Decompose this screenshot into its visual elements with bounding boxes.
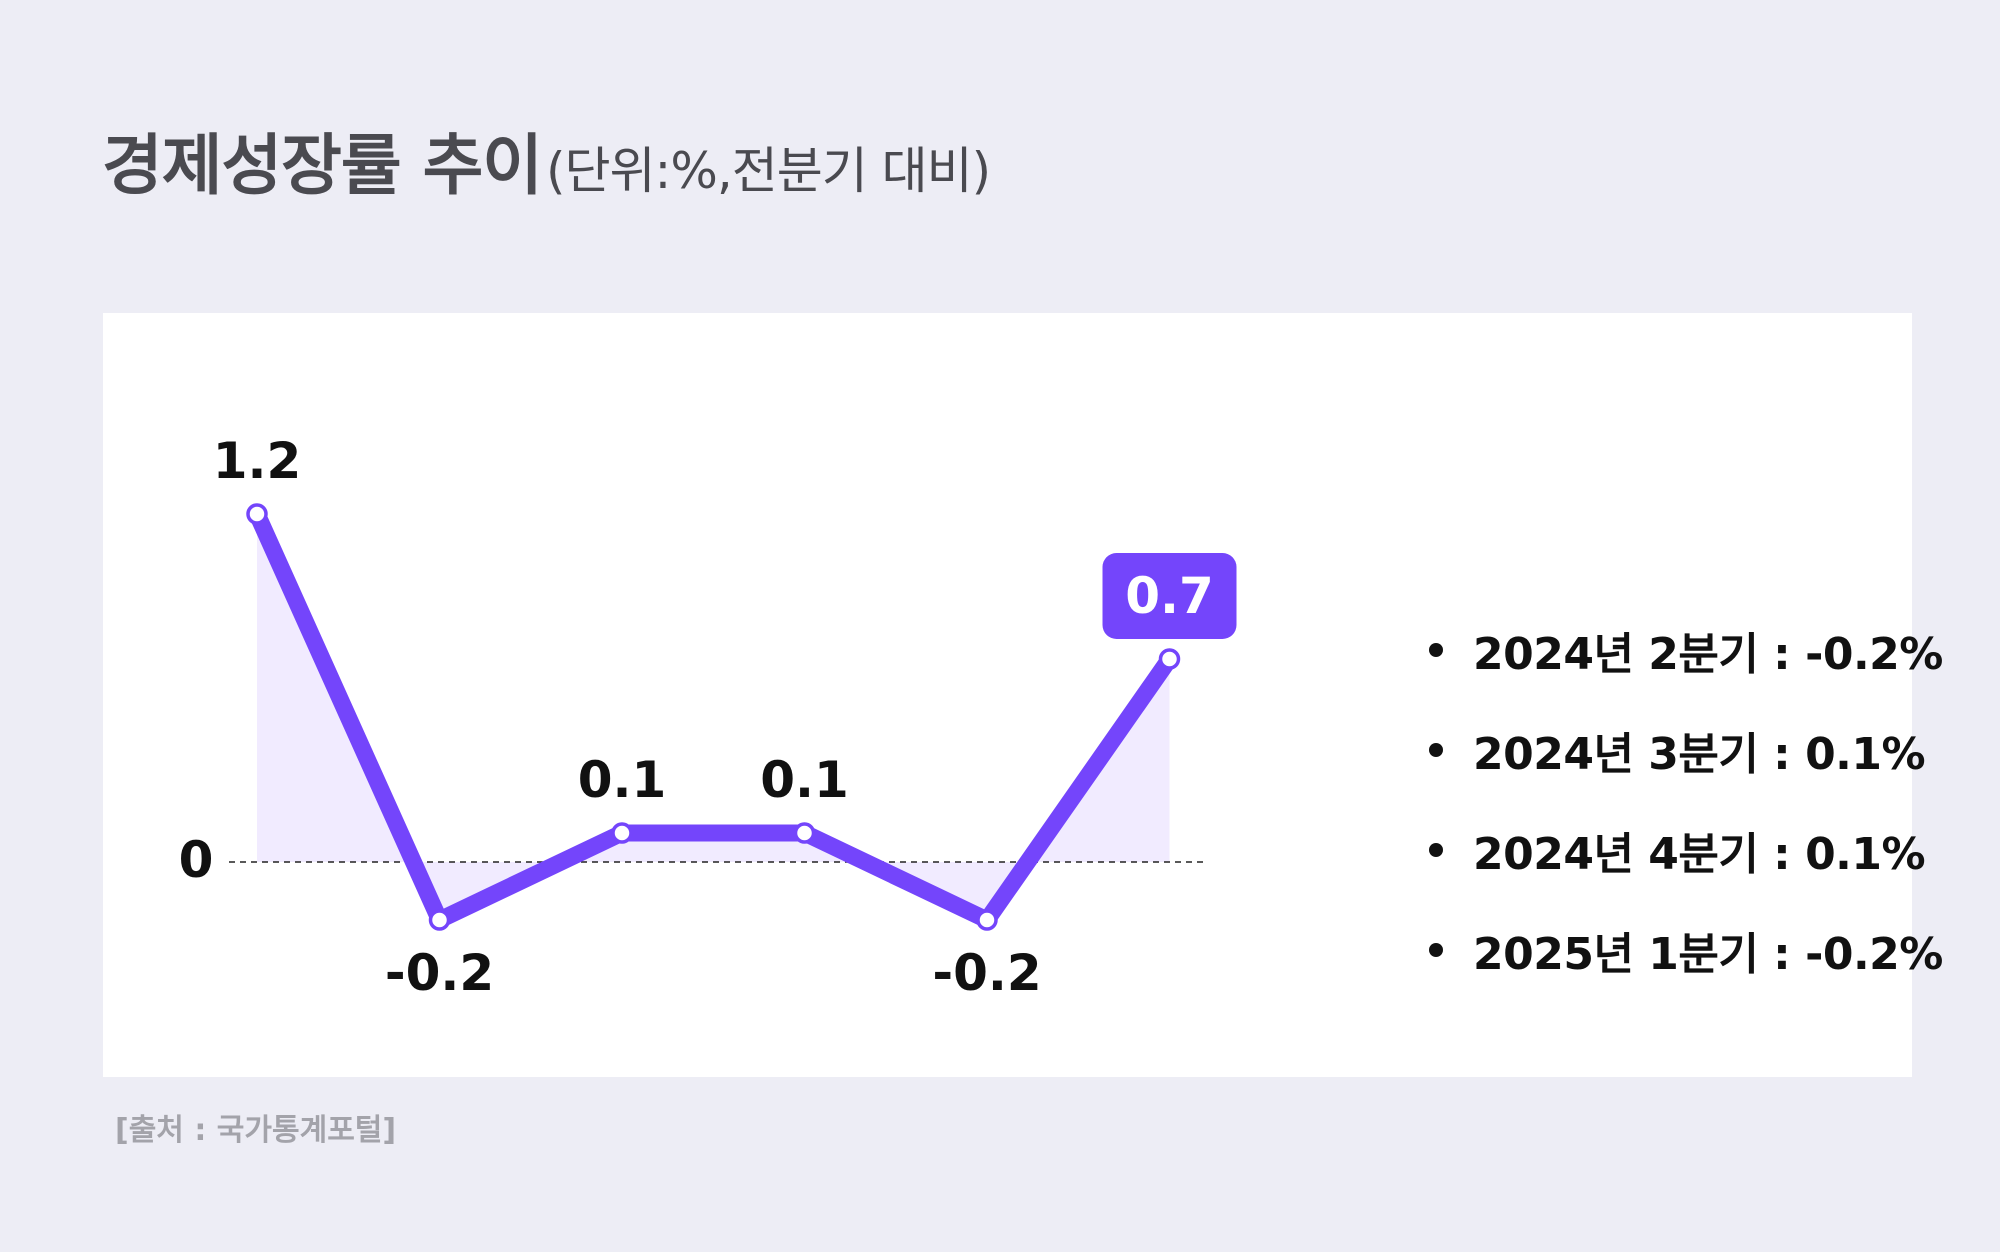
bullet-icon	[1429, 743, 1443, 757]
data-label: 0.1	[760, 751, 849, 809]
data-point	[246, 503, 268, 525]
legend-item-label: 2025년 1분기 : -0.2%	[1473, 929, 1943, 980]
legend-item: 2025년 1분기 : -0.2%	[1429, 900, 1943, 1000]
data-point	[428, 909, 451, 931]
legend-item: 2024년 2분기 : -0.2%	[1429, 600, 1943, 700]
highlight-badge	[1102, 553, 1237, 639]
legend-item: 2024년 3분기 : 0.1%	[1429, 700, 1943, 800]
chart-title: 경제성장률 추이 (단위:%,전분기 대비)	[102, 112, 991, 208]
title-main: 경제성장률 추이	[102, 127, 543, 204]
data-label: 0.7	[1125, 567, 1214, 625]
data-point	[1158, 648, 1181, 670]
source-note: [출처 : 국가통계포털]	[115, 1113, 397, 1148]
data-point	[611, 822, 633, 844]
line-chart: 0 1.2 -0.2 0.1 0.1 -0.2 0.7	[179, 432, 1237, 1002]
data-label: -0.2	[385, 944, 494, 1002]
data-point	[976, 909, 998, 931]
series-line	[248, 505, 1178, 929]
data-point	[793, 822, 816, 844]
legend-item-label: 2024년 3분기 : 0.1%	[1473, 729, 1926, 780]
chart-card: 0 1.2 -0.2 0.1 0.1 -0.2 0.7 2024년 2분기 : -0.2% …	[103, 313, 1943, 1077]
bullet-icon	[1429, 943, 1443, 957]
data-label: -0.2	[932, 944, 1041, 1002]
bullet-icon	[1429, 843, 1443, 857]
legend-item-label: 2024년 4분기 : 0.1%	[1473, 829, 1926, 880]
data-label: 0.1	[578, 751, 667, 809]
legend-item: 2024년 4분기 : 0.1%	[1429, 800, 1943, 900]
data-label: 1.2	[213, 432, 302, 490]
zero-label: 0	[179, 831, 214, 889]
title-unit: (단위:%,전분기 대비)	[546, 142, 991, 200]
legend-item-label: 2024년 2분기 : -0.2%	[1473, 629, 1943, 680]
bullet-icon	[1429, 643, 1443, 657]
legend: 2024년 2분기 : -0.2% 2024년 3분기 : 0.1% 2024년…	[1429, 600, 1943, 1000]
